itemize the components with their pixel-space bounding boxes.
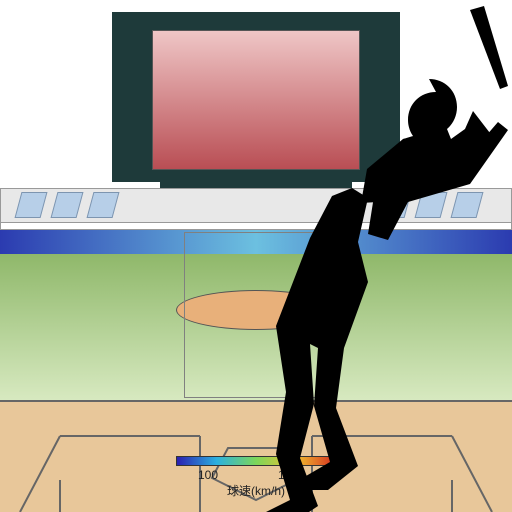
pitch-location-diagram: 100150 球速(km/h) [0,0,512,512]
batter-silhouette [0,0,512,512]
